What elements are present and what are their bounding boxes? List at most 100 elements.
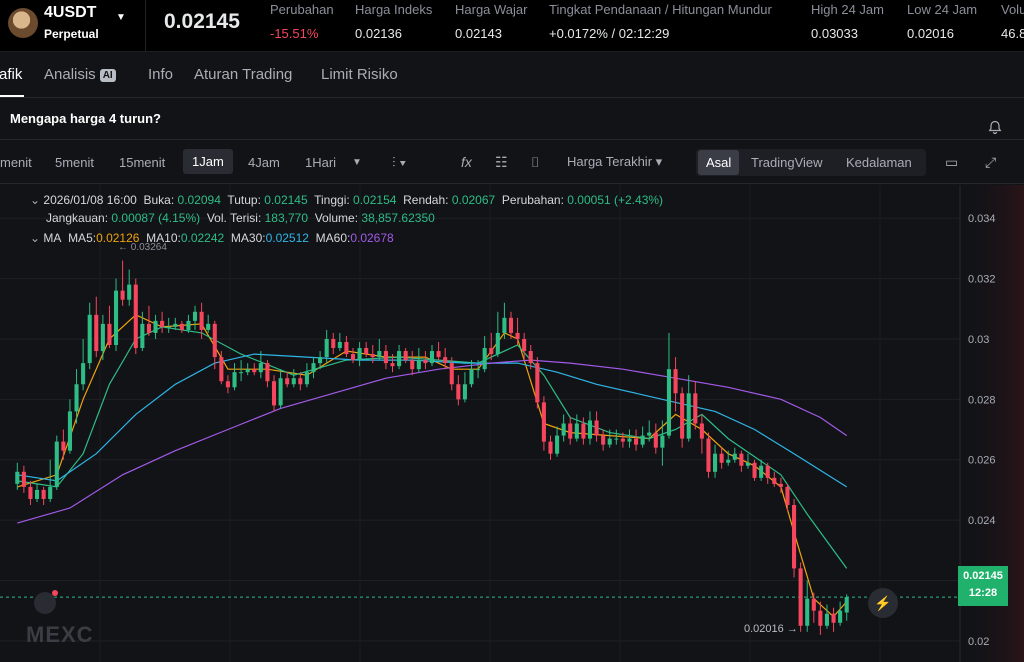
candle[interactable]: [87, 302, 92, 370]
candle[interactable]: [146, 305, 151, 336]
collapse-icon[interactable]: ⌄: [30, 231, 44, 245]
tab-analisis[interactable]: Analisis AI: [44, 66, 116, 83]
candle[interactable]: [153, 314, 158, 339]
candle[interactable]: [160, 311, 165, 333]
candle[interactable]: [423, 351, 428, 370]
candle[interactable]: [67, 399, 72, 454]
candle-type-icon[interactable]: ⫶ ▾: [392, 154, 407, 170]
candle[interactable]: [489, 332, 494, 361]
bell-icon[interactable]: [988, 120, 1002, 134]
candle[interactable]: [48, 459, 53, 502]
candle[interactable]: [482, 335, 487, 373]
candle[interactable]: [495, 311, 500, 358]
candle[interactable]: [456, 375, 461, 406]
candle[interactable]: [502, 302, 507, 339]
tf-5menit[interactable]: 5menit: [55, 155, 95, 170]
candle[interactable]: [100, 314, 105, 361]
candle[interactable]: [759, 459, 764, 481]
candle[interactable]: [824, 604, 830, 629]
candle[interactable]: [739, 450, 744, 472]
lightning-icon[interactable]: ⚡: [868, 588, 898, 618]
candle[interactable]: [232, 363, 237, 391]
panel-icon[interactable]: ▭: [945, 154, 959, 170]
candle[interactable]: [61, 429, 66, 460]
left-drawing-toolbar[interactable]: [0, 185, 12, 662]
candle[interactable]: [620, 432, 625, 448]
candle[interactable]: [324, 329, 329, 364]
candle[interactable]: [831, 607, 836, 632]
candle[interactable]: [370, 345, 375, 364]
candle[interactable]: [291, 369, 296, 388]
candle[interactable]: [765, 462, 770, 484]
candle[interactable]: [337, 332, 342, 352]
candle[interactable]: [818, 601, 823, 635]
candle[interactable]: [186, 314, 191, 333]
candle[interactable]: [515, 317, 520, 346]
candle[interactable]: [311, 357, 316, 379]
candle[interactable]: [732, 447, 737, 463]
candle[interactable]: [225, 375, 230, 394]
candle[interactable]: [561, 414, 566, 442]
tab-info[interactable]: Info: [148, 66, 174, 83]
candle[interactable]: [719, 447, 724, 469]
candle[interactable]: [693, 381, 698, 430]
candle[interactable]: [416, 348, 421, 373]
candle[interactable]: [390, 354, 395, 373]
candle[interactable]: [74, 369, 79, 424]
candle[interactable]: [436, 341, 441, 361]
candle[interactable]: [383, 345, 388, 370]
candle[interactable]: [298, 372, 303, 391]
candle[interactable]: [555, 426, 560, 457]
candle[interactable]: [706, 432, 711, 478]
candle[interactable]: [285, 372, 290, 388]
candle[interactable]: [357, 341, 362, 367]
candle[interactable]: [41, 486, 46, 506]
candle[interactable]: [331, 332, 336, 355]
candle[interactable]: [429, 345, 435, 367]
question-text[interactable]: Mengapa harga 4 turun?: [10, 111, 161, 126]
candle[interactable]: [838, 601, 843, 626]
candle[interactable]: [785, 483, 790, 512]
candle[interactable]: [318, 351, 323, 370]
candle[interactable]: [772, 471, 777, 487]
candle[interactable]: [34, 483, 40, 502]
candle[interactable]: [726, 450, 731, 466]
candle[interactable]: [377, 338, 382, 361]
candle[interactable]: [614, 429, 619, 445]
candle[interactable]: [258, 351, 263, 379]
candle[interactable]: [647, 420, 652, 442]
candle[interactable]: [94, 296, 99, 358]
candle[interactable]: [673, 357, 678, 412]
tab-limit-risiko[interactable]: Limit Risiko: [321, 66, 398, 83]
candle[interactable]: [199, 302, 204, 339]
candle[interactable]: [568, 417, 573, 445]
candle[interactable]: [179, 320, 184, 333]
candle[interactable]: [278, 369, 283, 409]
chevron-down-icon[interactable]: ▼: [116, 12, 126, 23]
calendar-icon[interactable]: [34, 590, 58, 614]
fullscreen-icon[interactable]: ⤢: [985, 154, 997, 170]
candle[interactable]: [304, 363, 309, 388]
candle[interactable]: [21, 465, 26, 493]
candle[interactable]: [245, 363, 250, 376]
candle[interactable]: [805, 580, 810, 632]
candle[interactable]: [653, 423, 658, 454]
tf-1jam[interactable]: 1Jam: [183, 149, 233, 174]
candle[interactable]: [192, 305, 198, 330]
candle[interactable]: [811, 592, 816, 623]
candle[interactable]: [587, 411, 593, 445]
ai-question-banner[interactable]: Mengapa harga 4 turun?: [0, 100, 1024, 140]
candle[interactable]: [113, 278, 119, 352]
candle[interactable]: [594, 411, 599, 442]
candle[interactable]: [680, 387, 685, 448]
candle[interactable]: [686, 375, 691, 442]
candle[interactable]: [271, 375, 277, 412]
tf-1menit[interactable]: menit: [0, 155, 32, 170]
candle[interactable]: [403, 348, 408, 364]
view-asal[interactable]: Asal: [698, 150, 740, 175]
collapse-icon[interactable]: ⌄: [30, 193, 44, 207]
tf-4jam[interactable]: 4Jam: [248, 155, 280, 170]
indicator-icon[interactable]: fx: [461, 154, 472, 170]
candle[interactable]: [640, 426, 645, 448]
